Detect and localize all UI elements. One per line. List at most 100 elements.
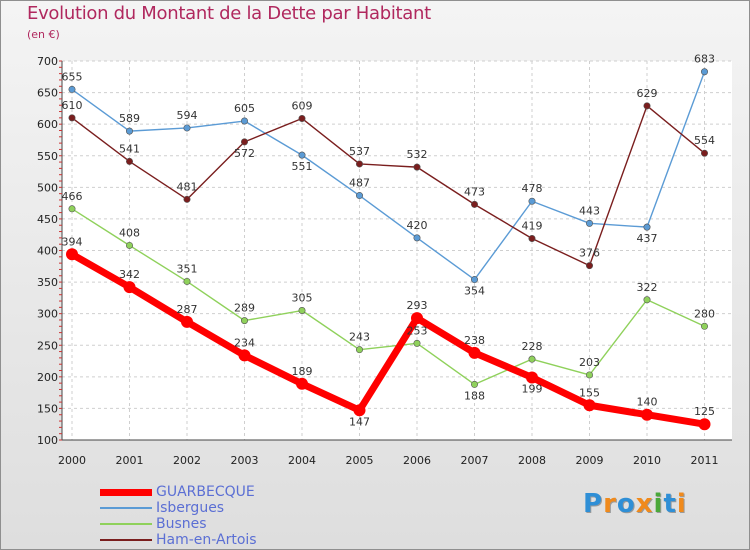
data-label-busnes: 305 bbox=[292, 292, 313, 305]
y-tick-label: 150 bbox=[37, 402, 58, 415]
data-label-guarbecque: 287 bbox=[177, 303, 198, 316]
data-label-guarbecque: 147 bbox=[349, 415, 370, 428]
data-point-guarbecque bbox=[66, 248, 78, 261]
data-label-guarbecque: 293 bbox=[407, 299, 428, 312]
y-tick-label: 200 bbox=[37, 371, 58, 384]
data-label-isbergues: 551 bbox=[292, 160, 313, 173]
data-label-busnes: 351 bbox=[177, 262, 198, 275]
data-point-busnes bbox=[700, 322, 708, 330]
series-line-guarbecque bbox=[68, 250, 708, 428]
data-label-busnes: 253 bbox=[407, 324, 428, 337]
data-label-isbergues: 420 bbox=[407, 219, 428, 232]
data-label-ham-en-artois: 481 bbox=[177, 180, 198, 193]
data-point-isbergues bbox=[241, 117, 249, 125]
series-line-ham-en-artois bbox=[71, 105, 706, 267]
plot-area bbox=[66, 68, 711, 431]
data-label-ham-en-artois: 537 bbox=[349, 145, 370, 158]
data-point-ham-en-artois bbox=[126, 157, 134, 165]
data-point-isbergues bbox=[528, 197, 536, 205]
data-point-guarbecque bbox=[353, 404, 366, 417]
y-tick-label: 650 bbox=[37, 87, 58, 100]
data-point-ham-en-artois bbox=[413, 163, 421, 171]
chart-unit: (en €) bbox=[27, 28, 60, 41]
data-label-isbergues: 589 bbox=[119, 112, 140, 125]
legend-swatch-isbergues bbox=[100, 507, 152, 509]
data-point-busnes bbox=[643, 296, 651, 304]
data-point-isbergues bbox=[470, 276, 478, 284]
data-point-busnes bbox=[470, 380, 478, 388]
x-axis: 2000 2001 2002 2003 2004 2005 2006 2007 2008 2009… bbox=[58, 439, 732, 467]
data-label-busnes: 466 bbox=[62, 190, 83, 203]
y-tick-label: 500 bbox=[37, 181, 58, 194]
data-point-busnes bbox=[413, 339, 421, 347]
x-tick-label: 2000 bbox=[58, 454, 86, 467]
x-tick-label: 2002 bbox=[173, 454, 201, 467]
legend-label-ham-en-artois: Ham-en-Artois bbox=[156, 532, 257, 548]
data-label-busnes: 203 bbox=[579, 356, 600, 369]
y-tick-label: 350 bbox=[37, 276, 58, 289]
data-point-ham-en-artois bbox=[241, 138, 249, 146]
proxiti-logo: Proxiti bbox=[583, 489, 687, 519]
series-line-busnes bbox=[71, 208, 706, 386]
series-line-isbergues bbox=[71, 71, 706, 281]
data-point-ham-en-artois bbox=[183, 195, 191, 203]
data-label-guarbecque: 140 bbox=[637, 396, 658, 409]
x-tick-label: 2003 bbox=[231, 454, 259, 467]
data-label-busnes: 289 bbox=[234, 302, 255, 315]
legend-swatch-guarbecque bbox=[100, 489, 152, 496]
data-point-guarbecque bbox=[238, 349, 251, 362]
data-point-isbergues bbox=[126, 127, 134, 135]
data-label-ham-en-artois: 541 bbox=[119, 142, 140, 155]
data-point-guarbecque bbox=[411, 312, 423, 325]
data-label-guarbecque: 125 bbox=[694, 405, 715, 418]
data-label-isbergues: 443 bbox=[579, 204, 600, 217]
data-point-ham-en-artois bbox=[585, 262, 593, 270]
chart-title: Evolution du Montant de la Dette par Hab… bbox=[27, 3, 431, 24]
data-point-ham-en-artois bbox=[700, 149, 708, 157]
data-point-guarbecque bbox=[641, 408, 653, 421]
x-tick-label: 2011 bbox=[691, 454, 719, 467]
legend-swatch-busnes bbox=[100, 523, 152, 525]
x-tick-label: 2004 bbox=[288, 454, 316, 467]
logo-letter: i bbox=[676, 489, 687, 519]
y-tick-label: 550 bbox=[37, 150, 58, 163]
x-tick-label: 2010 bbox=[633, 454, 661, 467]
data-labels: 655 589 594 605 551 487 420 354 478 443 437 683 466 4… bbox=[62, 53, 716, 429]
data-point-guarbecque bbox=[583, 399, 596, 412]
data-point-busnes bbox=[183, 277, 191, 285]
x-tick-label: 2008 bbox=[518, 454, 546, 467]
data-label-ham-en-artois: 532 bbox=[407, 148, 428, 161]
logo-letter: o bbox=[616, 489, 636, 519]
data-label-busnes: 243 bbox=[349, 331, 370, 344]
data-point-busnes bbox=[126, 241, 134, 249]
data-point-busnes bbox=[585, 371, 593, 379]
y-tick-label: 250 bbox=[37, 339, 58, 352]
data-point-ham-en-artois bbox=[355, 160, 363, 168]
x-tick-label: 2006 bbox=[403, 454, 431, 467]
data-label-guarbecque: 155 bbox=[579, 386, 600, 399]
logo-letter: P bbox=[583, 489, 604, 519]
data-point-ham-en-artois bbox=[643, 102, 651, 110]
data-label-busnes: 228 bbox=[522, 340, 543, 353]
legend-label-isbergues: Isbergues bbox=[156, 500, 225, 516]
data-point-guarbecque bbox=[123, 281, 136, 294]
data-label-guarbecque: 394 bbox=[62, 235, 83, 248]
data-label-isbergues: 594 bbox=[177, 109, 198, 122]
data-label-guarbecque: 234 bbox=[234, 336, 255, 349]
y-tick-label: 400 bbox=[37, 245, 58, 258]
data-point-guarbecque bbox=[296, 377, 308, 390]
logo-letter: t bbox=[663, 489, 677, 519]
data-point-guarbecque bbox=[181, 315, 193, 328]
data-point-busnes bbox=[68, 205, 76, 213]
data-point-ham-en-artois bbox=[470, 200, 478, 208]
data-label-ham-en-artois: 419 bbox=[522, 219, 543, 232]
data-point-busnes bbox=[241, 317, 249, 325]
data-label-isbergues: 354 bbox=[464, 285, 485, 298]
data-label-isbergues: 487 bbox=[349, 177, 370, 190]
legend-label-guarbecque: GUARBECQUE bbox=[156, 484, 255, 500]
data-label-isbergues: 478 bbox=[522, 182, 543, 195]
data-label-isbergues: 605 bbox=[234, 102, 255, 115]
data-point-ham-en-artois bbox=[528, 234, 536, 242]
data-point-isbergues bbox=[413, 234, 421, 242]
